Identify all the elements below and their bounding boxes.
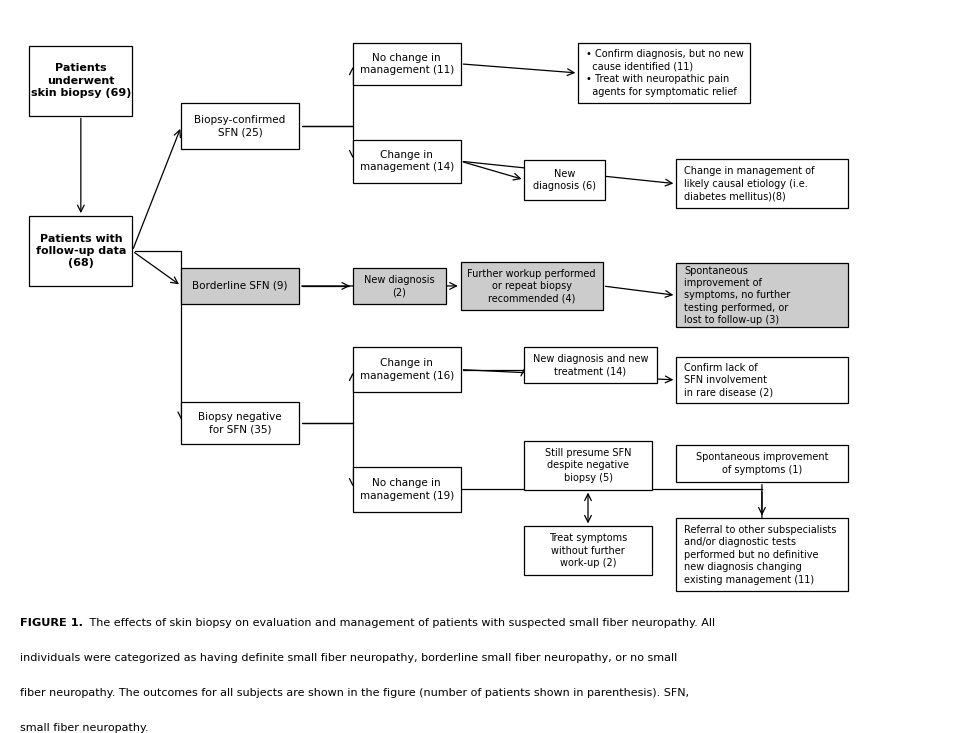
Text: Borderline SFN (9): Borderline SFN (9) xyxy=(192,281,288,291)
Bar xyxy=(181,103,299,149)
Bar xyxy=(461,262,603,310)
Bar xyxy=(524,347,657,383)
Text: Referral to other subspecialists
and/or diagnostic tests
performed but no defini: Referral to other subspecialists and/or … xyxy=(684,525,836,585)
Text: • Confirm diagnosis, but no new
  cause identified (11)
• Treat with neuropathic: • Confirm diagnosis, but no new cause id… xyxy=(586,49,744,97)
Text: Biopsy-confirmed
SFN (25): Biopsy-confirmed SFN (25) xyxy=(194,115,286,138)
Bar xyxy=(676,159,848,208)
Bar xyxy=(353,347,461,392)
Bar xyxy=(676,518,848,592)
Text: New diagnosis
(2): New diagnosis (2) xyxy=(364,275,435,297)
Text: Spontaneous
improvement of
symptoms, no further
testing performed, or
lost to fo: Spontaneous improvement of symptoms, no … xyxy=(684,265,790,325)
Text: Change in
management (16): Change in management (16) xyxy=(360,358,454,381)
Text: The effects of skin biopsy on evaluation and management of patients with suspect: The effects of skin biopsy on evaluation… xyxy=(86,619,715,628)
Text: Patients
underwent
skin biopsy (69): Patients underwent skin biopsy (69) xyxy=(30,63,131,98)
Bar xyxy=(676,357,848,402)
Bar xyxy=(353,140,461,183)
Text: No change in
management (11): No change in management (11) xyxy=(360,53,454,75)
Text: Change in management of
likely causal etiology (i.e.
diabetes mellitus)(8): Change in management of likely causal et… xyxy=(684,166,814,201)
Bar xyxy=(578,43,750,103)
Text: Confirm lack of
SFN involvement
in rare disease (2): Confirm lack of SFN involvement in rare … xyxy=(684,363,773,397)
Bar xyxy=(181,402,299,444)
Text: Patients with
follow-up data
(68): Patients with follow-up data (68) xyxy=(35,234,126,268)
Bar xyxy=(353,467,461,512)
Bar xyxy=(353,43,461,85)
Text: Further workup performed
or repeat biopsy
recommended (4): Further workup performed or repeat biops… xyxy=(467,268,596,303)
Bar xyxy=(524,160,605,199)
Text: Change in
management (14): Change in management (14) xyxy=(360,150,454,172)
Bar xyxy=(676,263,848,328)
Text: fiber neuropathy. The outcomes for all subjects are shown in the figure (number : fiber neuropathy. The outcomes for all s… xyxy=(20,688,689,698)
Text: New
diagnosis (6): New diagnosis (6) xyxy=(533,169,596,191)
Bar xyxy=(29,45,132,116)
Text: small fiber neuropathy.: small fiber neuropathy. xyxy=(20,723,148,733)
Bar xyxy=(524,526,652,575)
Bar xyxy=(29,216,132,286)
Bar xyxy=(181,268,299,304)
Text: No change in
management (19): No change in management (19) xyxy=(360,478,454,501)
Text: FIGURE 1.: FIGURE 1. xyxy=(20,619,82,628)
Text: Still presume SFN
despite negative
biopsy (5): Still presume SFN despite negative biops… xyxy=(545,448,631,483)
Bar xyxy=(524,441,652,490)
Text: individuals were categorized as having definite small fiber neuropathy, borderli: individuals were categorized as having d… xyxy=(20,653,677,663)
Text: Spontaneous improvement
of symptoms (1): Spontaneous improvement of symptoms (1) xyxy=(696,452,828,475)
Bar xyxy=(353,268,446,304)
Text: New diagnosis and new
treatment (14): New diagnosis and new treatment (14) xyxy=(533,354,648,376)
Bar xyxy=(676,446,848,482)
Text: Biopsy negative
for SFN (35): Biopsy negative for SFN (35) xyxy=(198,412,282,434)
Text: Treat symptoms
without further
work-up (2): Treat symptoms without further work-up (… xyxy=(549,533,627,568)
